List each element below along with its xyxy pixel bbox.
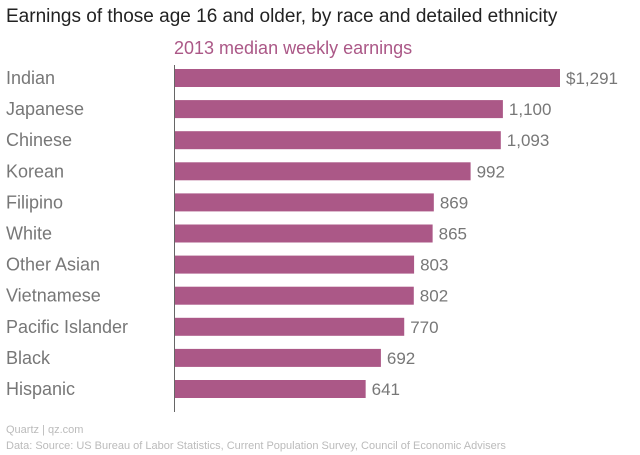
value-label-japanese: 1,100 [509,100,552,119]
bar-japanese [174,100,503,119]
bar-hispanic [174,380,366,398]
bar-other-asian [174,255,415,274]
value-label-chinese: 1,093 [507,131,550,150]
category-label-chinese: Chinese [6,130,72,150]
bar-black [174,348,381,367]
footer-data-source: Data: Source: US Bureau of Labor Statist… [6,440,506,452]
value-label-indian: $1,291 [566,69,618,88]
category-label-vietnamese: Vietnamese [6,286,101,306]
bars-group [174,69,560,398]
category-label-other-asian: Other Asian [6,255,100,275]
bar-vietnamese [174,286,414,305]
bar-pacific-islander [174,317,405,336]
value-label-vietnamese: 802 [420,287,448,306]
bar-korean [174,162,471,181]
value-label-other-asian: 803 [420,256,448,275]
bar-white [174,224,433,243]
category-label-hispanic: Hispanic [6,379,75,399]
chart-title: Earnings of those age 16 and older, by r… [6,6,558,27]
category-labels-group: Indian Japanese Chinese Korean Filipino White… [6,68,128,399]
category-label-filipino: Filipino [6,192,63,212]
value-label-hispanic: 641 [372,380,400,399]
category-label-black: Black [6,348,51,368]
chart-subtitle: 2013 median weekly earnings [174,38,413,58]
category-label-pacific-islander: Pacific Islander [6,317,128,337]
value-label-white: 865 [439,225,467,244]
category-label-indian: Indian [6,68,55,88]
category-label-korean: Korean [6,161,64,181]
category-label-japanese: Japanese [6,99,84,119]
bar-filipino [174,193,434,212]
bar-indian [174,69,560,87]
value-label-pacific-islander: 770 [410,318,438,337]
category-label-white: White [6,224,52,244]
value-label-black: 692 [387,349,415,368]
value-label-korean: 992 [477,162,505,181]
bar-chinese [174,131,501,150]
footer-source: Quartz | qz.com [6,424,84,436]
value-label-filipino: 869 [440,193,468,212]
